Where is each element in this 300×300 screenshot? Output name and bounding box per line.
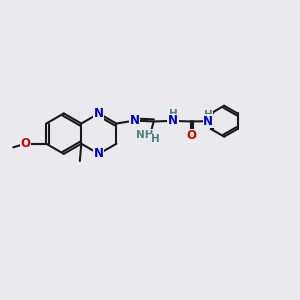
Text: O: O [187,129,197,142]
Text: N: N [203,115,213,128]
Text: NH: NH [136,130,154,140]
Text: H: H [169,109,177,119]
Text: H: H [151,134,159,144]
Text: N: N [94,107,104,120]
Text: H: H [204,110,212,120]
Text: N: N [130,114,140,127]
Text: N: N [94,147,104,161]
Text: O: O [20,137,30,150]
Text: N: N [168,114,178,128]
